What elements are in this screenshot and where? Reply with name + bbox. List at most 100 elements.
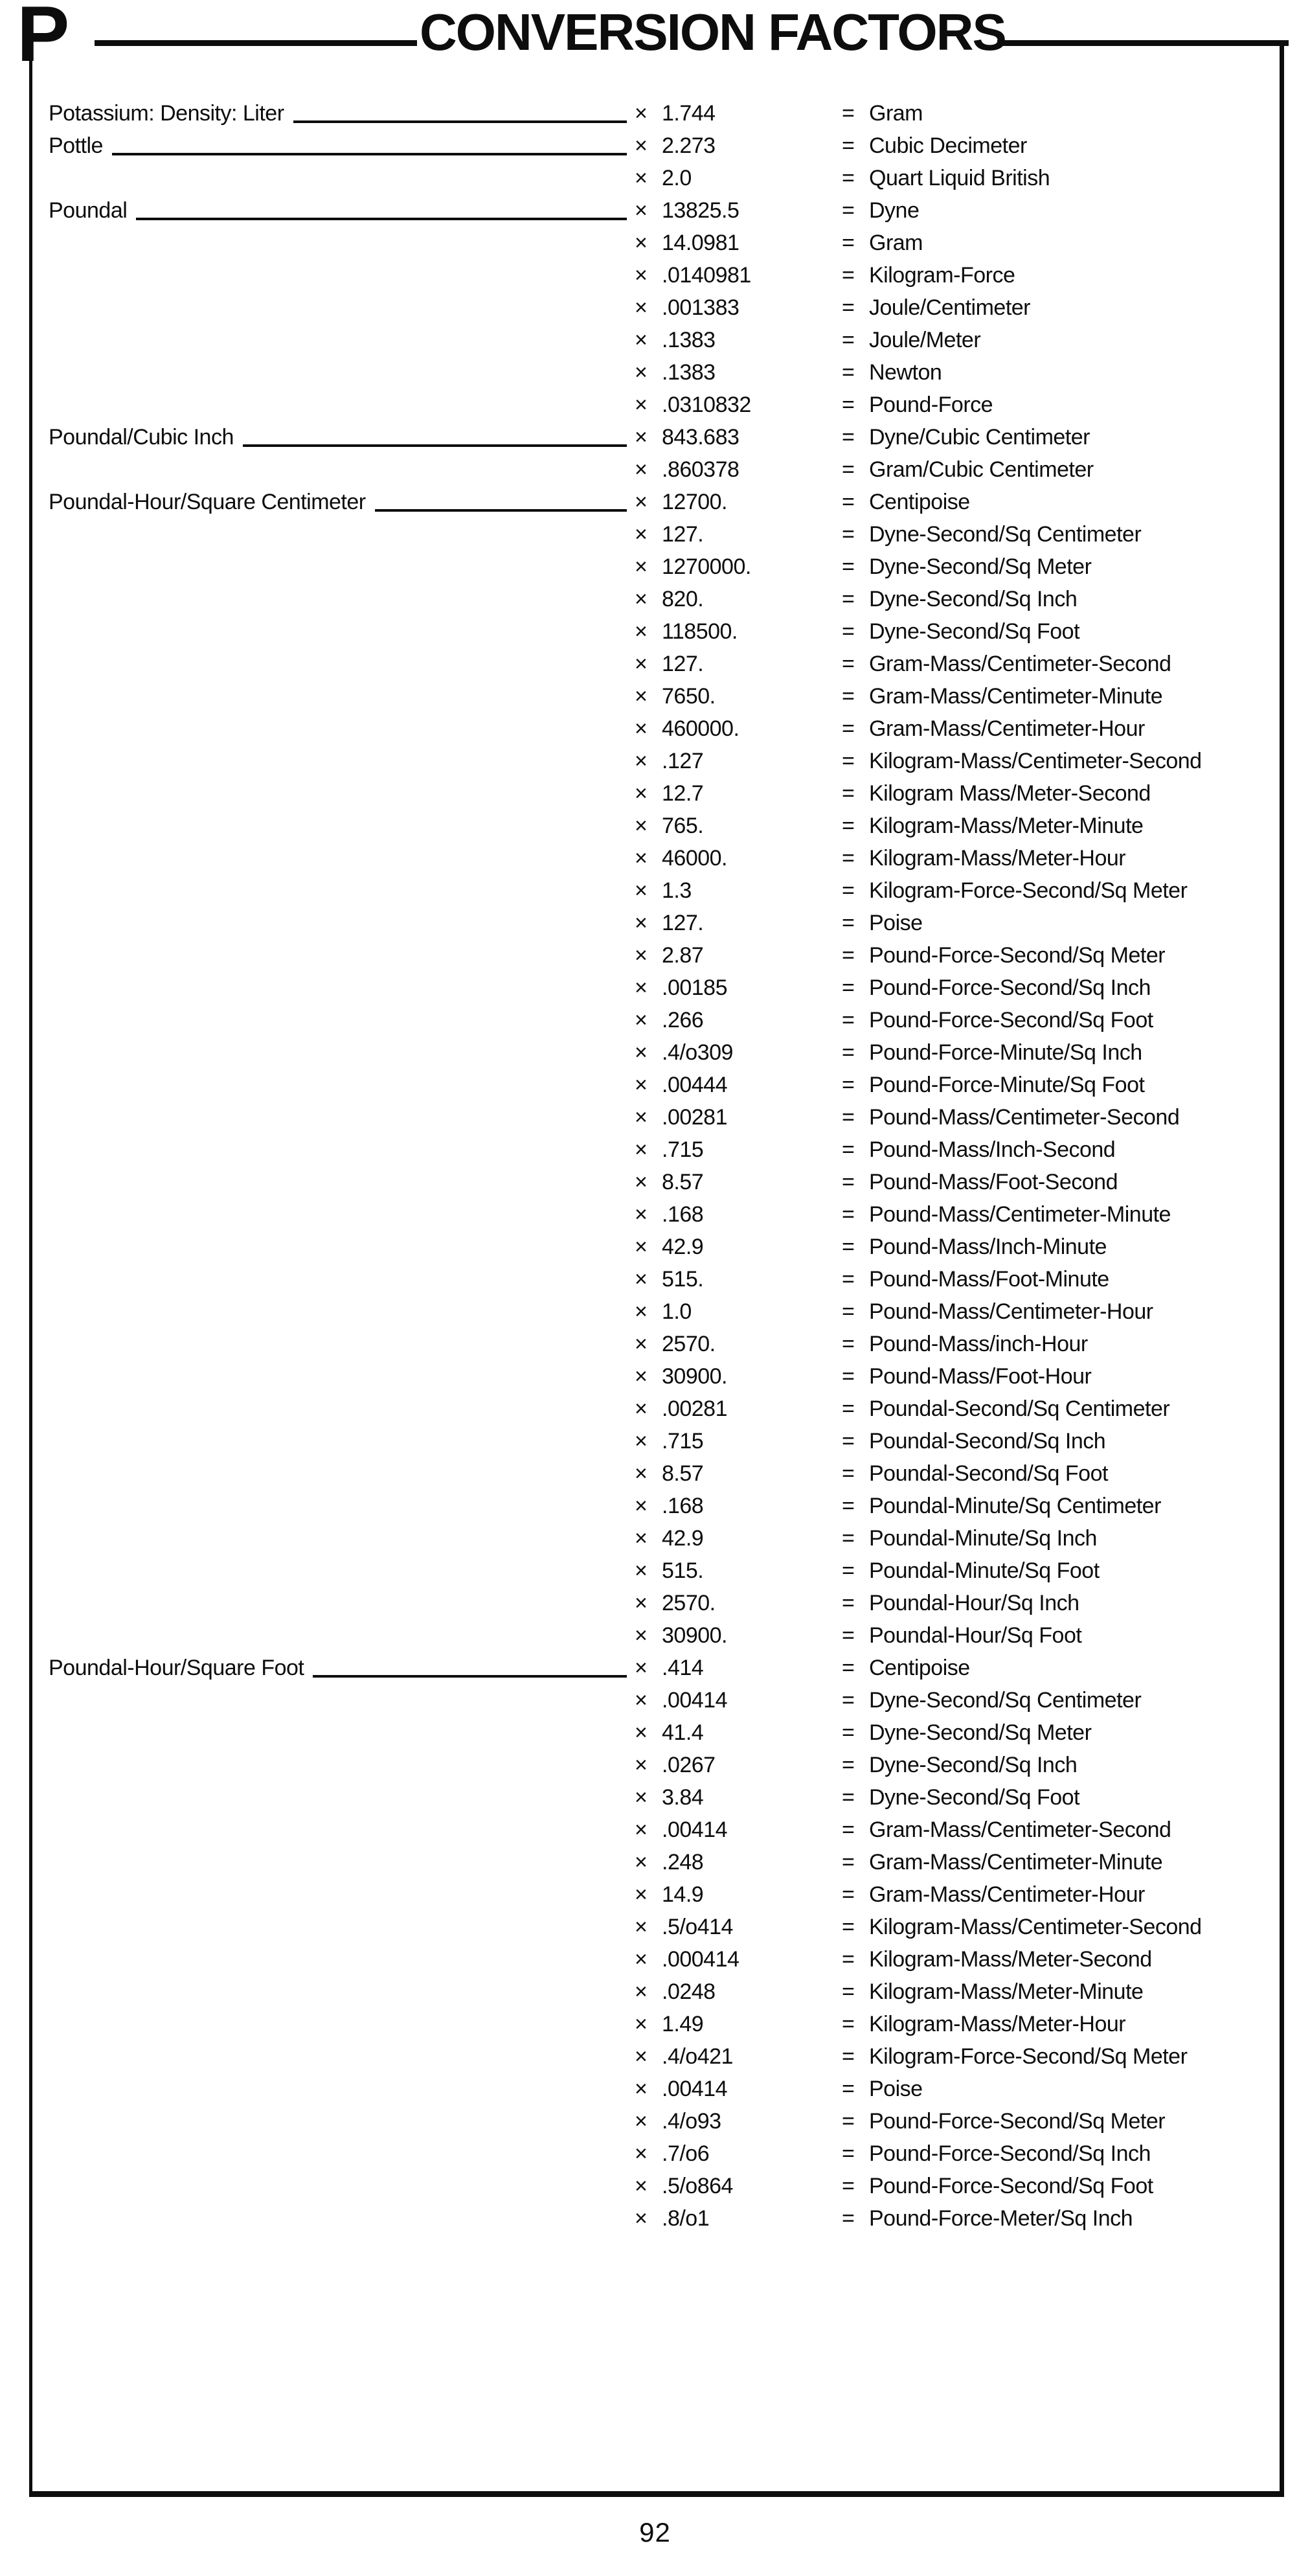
factor-value: 118500. xyxy=(662,619,738,644)
table-row: × .00414 = Gram-Mass/Centimeter-Second xyxy=(32,1814,1280,1846)
table-row: × 2570. = Pound-Mass/inch-Hour xyxy=(32,1328,1280,1360)
equals-sign: = xyxy=(842,100,855,126)
unit-cell: = Pound-Mass/Foot-Minute xyxy=(842,1267,1280,1292)
factor-cell: × 765. xyxy=(635,814,842,839)
unit-cell: = Kilogram-Mass/Meter-Minute xyxy=(842,814,1280,839)
factor-cell: × 1.49 xyxy=(635,2012,842,2037)
multiply-sign: × xyxy=(635,100,648,126)
unit-cell: = Cubic Decimeter xyxy=(842,133,1280,159)
equals-sign: = xyxy=(842,295,855,320)
table-row: Poundal-Hour/Square Centimeter × 12700. … xyxy=(32,486,1280,518)
table-row: × 515. = Pound-Mass/Foot-Minute xyxy=(32,1263,1280,1295)
factor-cell: × 843.683 xyxy=(635,425,842,450)
unit-label: Pound-Mass/Foot-Hour xyxy=(869,1363,1092,1389)
multiply-sign: × xyxy=(635,975,648,1000)
factor-value: .4/o93 xyxy=(662,2108,721,2134)
multiply-sign: × xyxy=(635,133,648,158)
factor-cell: × .0310832 xyxy=(635,393,842,418)
factor-value: 1.744 xyxy=(662,100,716,126)
equals-sign: = xyxy=(842,910,855,935)
multiply-sign: × xyxy=(635,716,648,741)
table-row: × .1383 = Joule/Meter xyxy=(32,324,1280,356)
multiply-sign: × xyxy=(635,1914,648,1939)
factor-cell: × .248 xyxy=(635,1850,842,1875)
factor-cell: × .168 xyxy=(635,1202,842,1227)
multiply-sign: × xyxy=(635,1169,648,1194)
multiply-sign: × xyxy=(635,1266,648,1292)
unit-cell: = Pound-Force-Second/Sq Meter xyxy=(842,2109,1280,2134)
table-row: × 42.9 = Poundal-Minute/Sq Inch xyxy=(32,1522,1280,1555)
multiply-sign: × xyxy=(635,1590,648,1615)
table-row: × .0310832 = Pound-Force xyxy=(32,389,1280,421)
table-row: × 3.84 = Dyne-Second/Sq Foot xyxy=(32,1781,1280,1814)
unit-cell: = Pound-Force-Second/Sq Foot xyxy=(842,2174,1280,2199)
table-row: × 41.4 = Dyne-Second/Sq Meter xyxy=(32,1716,1280,1749)
unit-cell: = Pound-Mass/Centimeter-Second xyxy=(842,1105,1280,1130)
factor-value: 2.273 xyxy=(662,133,716,158)
equals-sign: = xyxy=(842,781,855,806)
factor-cell: × 820. xyxy=(635,587,842,612)
table-row: × .0267 = Dyne-Second/Sq Inch xyxy=(32,1749,1280,1781)
factor-value: 843.683 xyxy=(662,424,740,450)
multiply-sign: × xyxy=(635,1752,648,1777)
multiply-sign: × xyxy=(635,1396,648,1421)
factor-value: .00414 xyxy=(662,1687,728,1713)
factor-value: .5/o414 xyxy=(662,1914,733,1939)
multiply-sign: × xyxy=(635,1784,648,1810)
equals-sign: = xyxy=(842,2206,855,2231)
table-row: × 7650. = Gram-Mass/Centimeter-Minute xyxy=(32,680,1280,712)
table-row: × .4/o421 = Kilogram-Force-Second/Sq Met… xyxy=(32,2040,1280,2073)
section-letter: P xyxy=(17,0,69,78)
page-title: CONVERSION FACTORS xyxy=(420,3,1007,61)
equals-sign: = xyxy=(842,1299,855,1324)
factor-value: .00414 xyxy=(662,2076,728,2101)
equals-sign: = xyxy=(842,1169,855,1194)
unit-label: Dyne-Second/Sq Centimeter xyxy=(869,1687,1142,1713)
factor-value: .4/o309 xyxy=(662,1040,733,1065)
factor-value: 1.49 xyxy=(662,2011,704,2036)
unit-cell: = Pound-Force-Second/Sq Inch xyxy=(842,2141,1280,2167)
equals-sign: = xyxy=(842,748,855,773)
unit-cell: = Kilogram-Force xyxy=(842,263,1280,288)
factor-cell: × .00414 xyxy=(635,1818,842,1843)
factor-value: 127. xyxy=(662,521,704,547)
unit-cell: = Poundal-Second/Sq Inch xyxy=(842,1429,1280,1454)
factor-cell: × 14.9 xyxy=(635,1882,842,1908)
term-label: Poundal/Cubic Inch xyxy=(49,424,234,450)
multiply-sign: × xyxy=(635,1720,648,1745)
unit-cell: = Gram-Mass/Centimeter-Hour xyxy=(842,716,1280,742)
factor-value: .00281 xyxy=(662,1396,728,1421)
unit-cell: = Poundal-Second/Sq Centimeter xyxy=(842,1396,1280,1422)
equals-sign: = xyxy=(842,1558,855,1583)
equals-sign: = xyxy=(842,586,855,611)
unit-label: Kilogram-Mass/Meter-Second xyxy=(869,1946,1152,1972)
unit-cell: = Gram-Mass/Centimeter-Second xyxy=(842,652,1280,677)
multiply-sign: × xyxy=(635,683,648,709)
unit-cell: = Pound-Mass/Inch-Second xyxy=(842,1137,1280,1163)
unit-cell: = Dyne-Second/Sq Inch xyxy=(842,587,1280,612)
equals-sign: = xyxy=(842,1202,855,1227)
unit-label: Kilogram-Mass/Meter-Hour xyxy=(869,2011,1126,2036)
unit-label: Dyne/Cubic Centimeter xyxy=(869,424,1090,450)
factor-cell: × 515. xyxy=(635,1558,842,1584)
equals-sign: = xyxy=(842,1979,855,2004)
unit-label: Quart Liquid British xyxy=(869,165,1050,190)
equals-sign: = xyxy=(842,1104,855,1130)
factor-value: .1383 xyxy=(662,327,716,352)
equals-sign: = xyxy=(842,1882,855,1907)
unit-label: Pound-Mass/Inch-Minute xyxy=(869,1234,1107,1259)
unit-label: Gram-Mass/Centimeter-Hour xyxy=(869,1882,1145,1907)
factor-value: .1383 xyxy=(662,359,716,385)
factor-cell: × 8.57 xyxy=(635,1461,842,1487)
unit-cell: = Poundal-Hour/Sq Foot xyxy=(842,1623,1280,1648)
factor-cell: × 41.4 xyxy=(635,1720,842,1746)
table-row: × 1.49 = Kilogram-Mass/Meter-Hour xyxy=(32,2008,1280,2040)
unit-label: Kilogram-Force-Second/Sq Meter xyxy=(869,878,1188,903)
multiply-sign: × xyxy=(635,1137,648,1162)
equals-sign: = xyxy=(842,1590,855,1615)
unit-cell: = Kilogram Mass/Meter-Second xyxy=(842,781,1280,806)
factor-cell: × .8/o1 xyxy=(635,2206,842,2231)
multiply-sign: × xyxy=(635,1040,648,1065)
table-row: × .00281 = Pound-Mass/Centimeter-Second xyxy=(32,1101,1280,1134)
factor-cell: × 1.0 xyxy=(635,1299,842,1325)
